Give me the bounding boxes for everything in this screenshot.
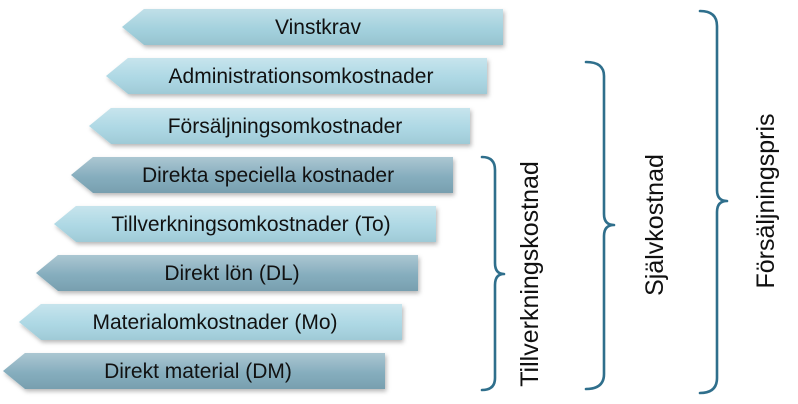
bar-direkt-material-label: Direkt material (DM) [104, 360, 292, 383]
bar-materialomkostnader-label: Materialomkostnader (Mo) [92, 311, 337, 334]
bar-tillverkningsomkostnader-shine [54, 206, 436, 242]
bar-vinstkrav: Vinstkrav [122, 9, 503, 45]
bar-direkta-speciella-kostnader-shine [71, 157, 453, 193]
bar-forsaljningsomkostnader-shine [89, 108, 470, 144]
bar-direkt-lon: Direkt lön (DL) [36, 255, 418, 291]
bracket-forsaljningspris-label: Försäljningspris [752, 113, 780, 288]
bar-vinstkrav-label: Vinstkrav [275, 16, 361, 39]
bar-tillverkningsomkostnader: Tillverkningsomkostnader (To) [54, 206, 436, 242]
bracket-tillverkningskostnad-label: Tillverkningskostnad [516, 161, 544, 387]
bar-direkt-lon-label: Direkt lön (DL) [164, 262, 299, 285]
bar-vinstkrav-shine [122, 9, 503, 45]
bar-administrationsomkostnader-label: Administrationsomkostnader [169, 65, 434, 88]
bar-direkt-material-shine [3, 353, 385, 389]
bar-tillverkningsomkostnader-label: Tillverkningsomkostnader (To) [111, 213, 390, 236]
bar-materialomkostnader: Materialomkostnader (Mo) [19, 304, 402, 340]
bracket-forsaljningspris-shape [698, 9, 729, 395]
bar-forsaljningsomkostnader: Försäljningsomkostnader [89, 108, 470, 144]
bracket-tillverkningskostnad: Tillverkningskostnad [480, 155, 544, 392]
bracket-sjalvkostnad-shape [584, 60, 616, 391]
bar-direkt-material: Direkt material (DM) [3, 353, 385, 389]
bar-direkta-speciella-kostnader: Direkta speciella kostnader [71, 157, 453, 193]
bar-administrationsomkostnader: Administrationsomkostnader [106, 58, 487, 94]
bar-materialomkostnader-shine [19, 304, 402, 340]
bar-forsaljningsomkostnader-label: Försäljningsomkostnader [168, 115, 403, 138]
bracket-sjalvkostnad: Självkostnad [584, 60, 669, 391]
bracket-tillverkningskostnad-shape [480, 155, 506, 392]
bar-direkta-speciella-kostnader-label: Direkta speciella kostnader [142, 164, 394, 187]
bracket-forsaljningspris: Försäljningspris [698, 9, 780, 395]
bracket-sjalvkostnad-label: Självkostnad [641, 154, 669, 296]
bar-direkt-lon-shine [36, 255, 418, 291]
bar-administrationsomkostnader-shine [106, 58, 487, 94]
